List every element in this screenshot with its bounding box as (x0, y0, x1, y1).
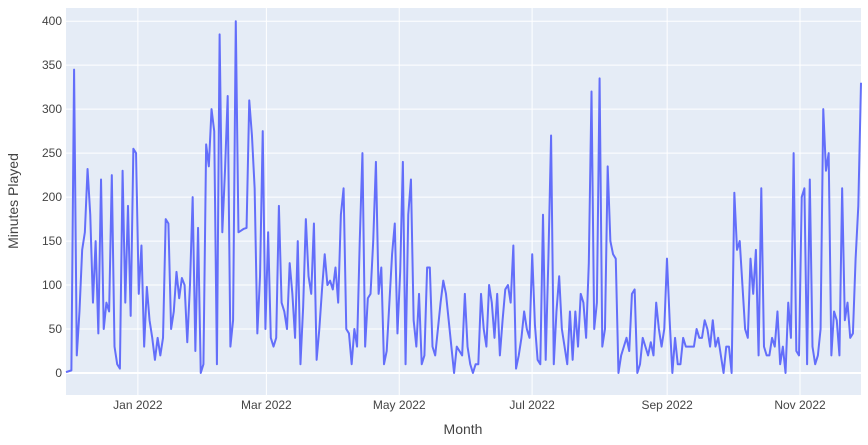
y-tick-label: 350 (42, 58, 62, 72)
x-tick-label: Sep 2022 (641, 398, 693, 412)
minutes-played-line[interactable] (65, 20, 862, 375)
x-tick-label: Jul 2022 (509, 398, 555, 412)
y-tick-label: 200 (42, 190, 62, 204)
x-tick-label: Mar 2022 (241, 398, 292, 412)
x-tick-label: May 2022 (373, 398, 426, 412)
y-axis-title: Minutes Played (5, 153, 21, 249)
x-axis-title: Month (444, 421, 483, 437)
y-tick-label: 300 (42, 102, 62, 116)
y-tick-label: 150 (42, 234, 62, 248)
x-tick-label: Jan 2022 (113, 398, 163, 412)
x-tick-labels: Jan 2022 Mar 2022 May 2022 Jul 2022 Sep 2022… (113, 398, 826, 412)
y-tick-label: 100 (42, 278, 62, 292)
y-tick-label: 400 (42, 14, 62, 28)
x-tick-label: Nov 2022 (774, 398, 826, 412)
y-tick-labels: 0 50 100 150 200 250 300 350 400 (42, 14, 62, 380)
y-tick-label: 250 (42, 146, 62, 160)
y-tick-label: 0 (55, 366, 62, 380)
y-tick-label: 50 (49, 322, 63, 336)
